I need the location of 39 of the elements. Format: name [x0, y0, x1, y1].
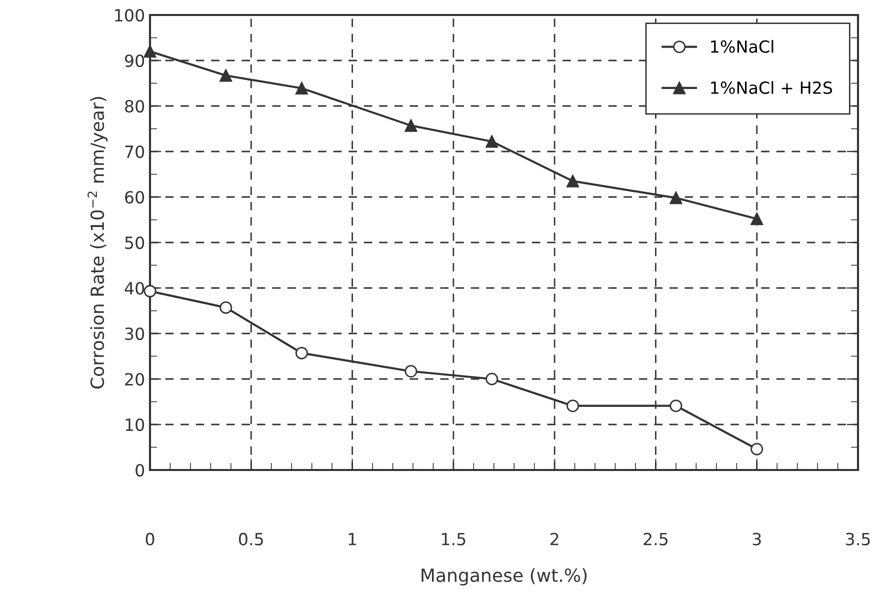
point [404, 119, 418, 132]
x-tick-label: 2 [550, 532, 558, 546]
x-tick-label: 3 [752, 532, 761, 546]
y-tick-label: 90 [124, 54, 144, 68]
y-tick-label: 70 [125, 145, 144, 158]
point [566, 174, 580, 188]
point [486, 372, 498, 386]
x-tick-label: 1.5 [442, 533, 466, 546]
x-tick-label: 0.5 [238, 532, 263, 546]
y-tick-label: 50 [125, 236, 144, 250]
point [144, 284, 156, 298]
legend-label: 1%NaCl [711, 40, 774, 53]
y-tick-label: 40 [124, 282, 144, 295]
point [144, 45, 156, 58]
x-axis-title: Manganese (wt.%) [422, 568, 587, 586]
y-tick-label: 0 [136, 464, 144, 477]
point [486, 135, 498, 148]
y-tick-label: 80 [125, 100, 144, 113]
point [220, 301, 232, 314]
point [404, 365, 418, 378]
point [295, 82, 308, 95]
x-tick-label: 0 [146, 532, 154, 546]
point [670, 192, 682, 204]
x-tick-label: 3.5 [846, 532, 870, 546]
x-tick-label: 2.5 [644, 532, 668, 546]
y-tick-label: 30 [125, 327, 144, 340]
point [750, 442, 764, 456]
y-tick-label: 100 [115, 8, 144, 22]
point [670, 400, 682, 412]
point [295, 346, 308, 360]
point [750, 212, 764, 226]
y-axis-title: Corrosion Rate (x10$^{−2}$ mm/year) [88, 97, 108, 389]
y-tick-label: 10 [126, 418, 144, 432]
point [220, 69, 232, 82]
y-tick-label: 20 [125, 372, 144, 386]
legend-label: 1%NaCl + H2S [711, 81, 832, 94]
point [566, 400, 580, 412]
x-tick-label: 1 [348, 533, 356, 546]
y-tick-label: 60 [125, 190, 144, 204]
